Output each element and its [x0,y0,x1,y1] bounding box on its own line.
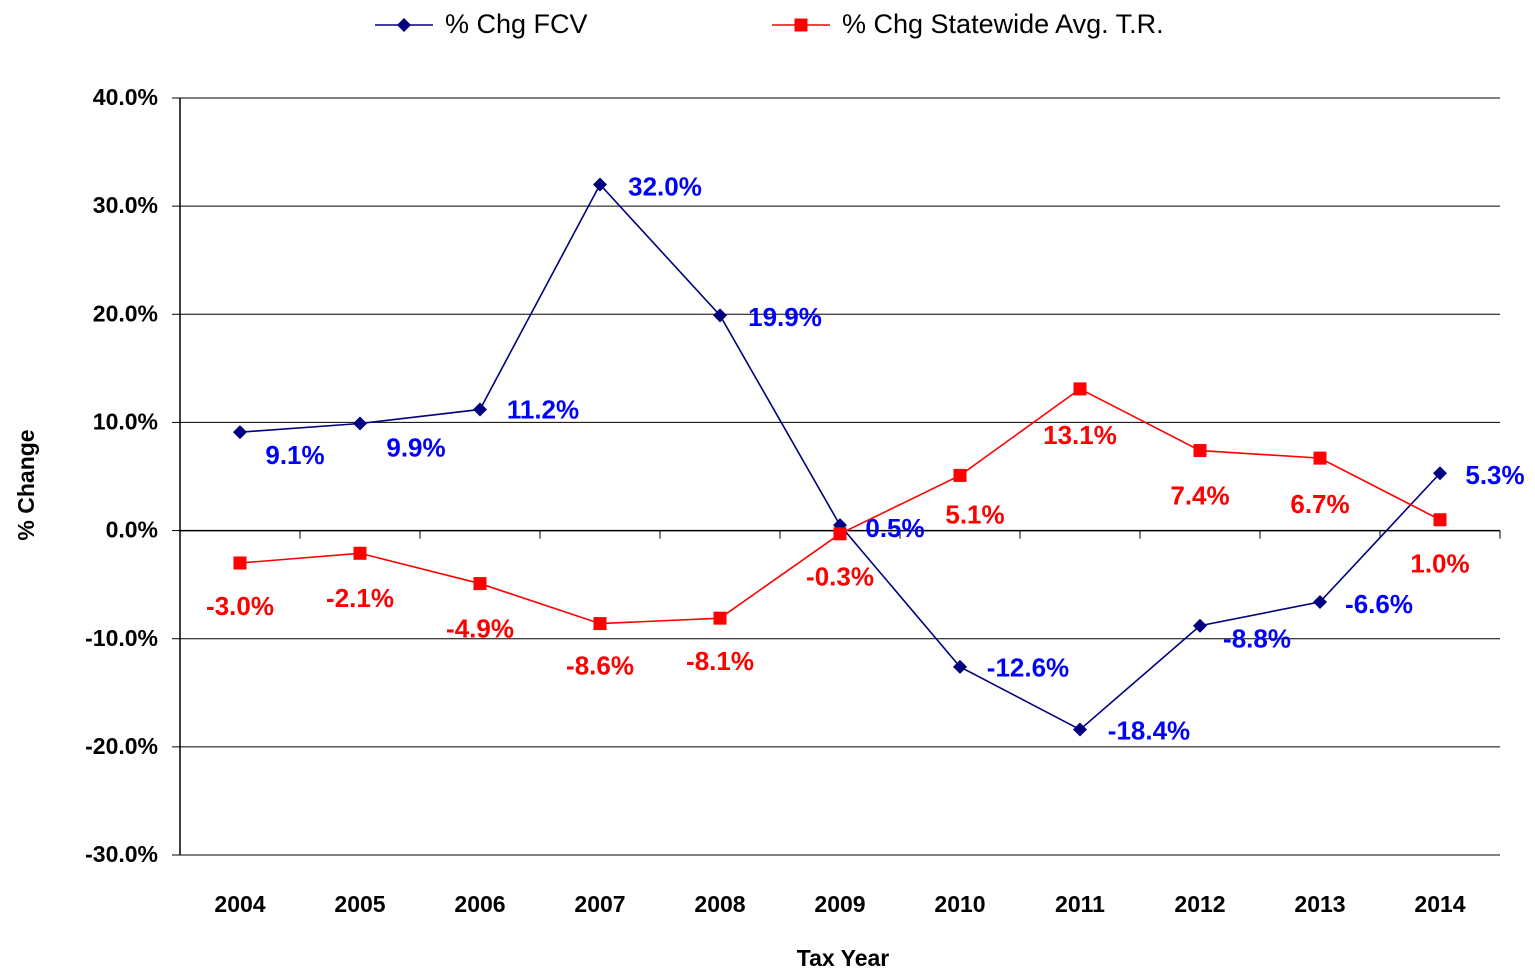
data-point [1193,444,1207,458]
x-tick-label: 2009 [814,891,865,917]
data-label: -6.6% [1345,589,1413,619]
x-tick-label: 2011 [1055,891,1105,917]
y-tick-label: 40.0% [93,84,158,110]
data-label: 5.1% [945,499,1004,529]
data-point [353,416,367,431]
x-axis-title: Tax Year [797,945,890,971]
data-label: -3.0% [206,591,274,621]
data-label: -8.8% [1223,624,1291,654]
data-point [473,402,487,417]
data-label: -0.3% [806,562,874,592]
data-point [1073,722,1087,737]
x-tick-label: 2012 [1174,891,1225,917]
data-point [233,425,247,440]
data-label: 19.9% [748,302,822,332]
x-tick-label: 2010 [934,891,985,917]
data-label: 5.3% [1465,460,1524,490]
data-point [953,659,967,674]
data-label: 6.7% [1290,489,1349,519]
legend-marker [794,18,808,32]
data-point [353,546,367,560]
data-label: 9.9% [386,432,445,462]
x-tick-label: 2004 [214,891,265,917]
data-label: 9.1% [265,440,324,470]
data-label: -8.1% [686,646,754,676]
data-point [1313,594,1327,609]
y-tick-label: 10.0% [93,409,158,435]
data-label: -12.6% [987,653,1069,683]
data-point [1073,382,1087,396]
data-point [473,577,487,591]
data-label: -18.4% [1108,715,1190,745]
x-tick-label: 2005 [334,891,385,917]
x-tick-label: 2007 [574,891,625,917]
data-label: -4.9% [446,613,514,643]
data-label: 13.1% [1043,420,1117,450]
legend-marker [397,18,411,32]
y-tick-label: 0.0% [106,517,158,543]
y-tick-label: 20.0% [93,300,158,326]
data-label: -2.1% [326,583,394,613]
data-point [833,527,847,541]
data-point [953,468,967,482]
data-point [1433,466,1447,481]
data-point [1433,513,1447,527]
data-point [1193,618,1207,633]
y-tick-label: -10.0% [85,625,158,651]
data-point [233,556,247,570]
data-label: 32.0% [628,171,702,201]
data-label: 11.2% [507,394,579,424]
data-point [713,611,727,625]
x-tick-label: 2013 [1294,891,1345,917]
data-label: 0.5% [865,513,924,543]
legend-label: % Chg Statewide Avg. T.R. [842,9,1164,39]
data-point [713,308,727,323]
y-tick-label: 30.0% [93,192,158,218]
x-tick-label: 2008 [694,891,745,917]
data-point [593,617,607,631]
data-label: 7.4% [1170,480,1229,510]
data-point [1313,451,1327,465]
legend-label: % Chg FCV [445,9,588,39]
y-tick-label: -30.0% [85,841,158,867]
x-tick-label: 2006 [454,891,505,917]
y-tick-label: -20.0% [85,733,158,759]
data-label: -8.6% [566,650,634,680]
data-point [593,177,607,192]
x-tick-label: 2014 [1414,891,1465,917]
data-label: 1.0% [1410,549,1469,579]
y-axis-title: % Change [13,429,39,540]
